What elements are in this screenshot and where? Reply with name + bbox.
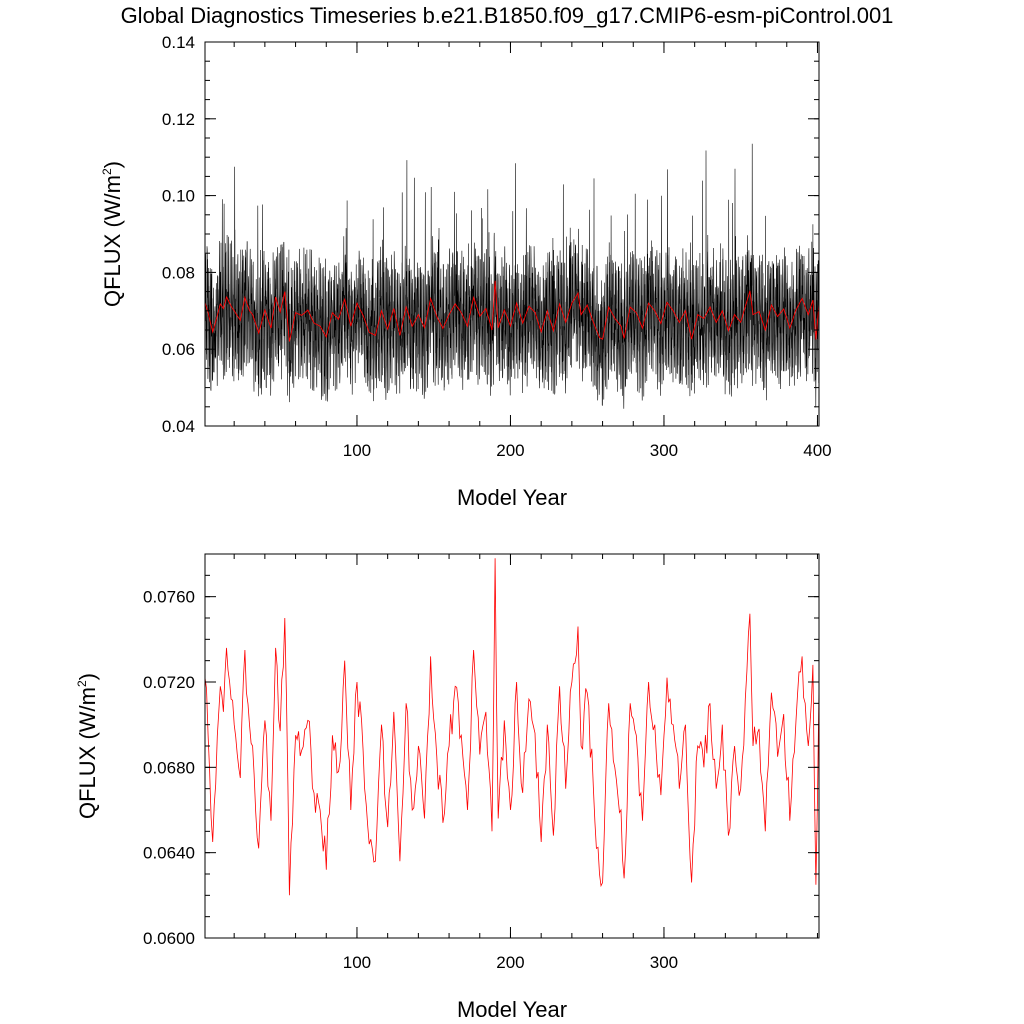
bottom-tick-labels: 100 200 300 0.0600 0.0640 0.0680 0.0720 0.0760 bbox=[143, 588, 678, 972]
bottom-y-tick-label: 0.0680 bbox=[143, 758, 195, 777]
bottom-x-tick-label: 100 bbox=[343, 953, 371, 972]
bottom-y-axis-label-close: ) bbox=[75, 673, 100, 680]
bottom-panel: 100 200 3000.06000.06400.06800.07200.0760 … bbox=[75, 553, 820, 1022]
bottom-plot-lines bbox=[204, 558, 820, 896]
bottom-axes bbox=[204, 553, 820, 939]
bottom-y-axis-label: QFLUX (W/m2) bbox=[75, 673, 100, 819]
top-tick-labels: 100 200 300 400 0.04 0.06 0.08 0.10 0.12 0.14 bbox=[162, 33, 832, 460]
top-y-tick-label: 0.08 bbox=[162, 263, 195, 282]
top-y-axis-label-sup: 2 bbox=[100, 168, 114, 175]
bottom-y-axis-label-sup: 2 bbox=[75, 680, 89, 687]
top-y-tick-label: 0.06 bbox=[162, 340, 195, 359]
bottom-annual-series-line bbox=[204, 558, 820, 896]
bottom-y-tick-label: 0.0640 bbox=[143, 844, 195, 863]
bottom-plot-frame bbox=[204, 553, 820, 939]
top-panel: 100 200 300 400 0.04 0.06 0.08 0.10 0.12 0.14 Mod… bbox=[100, 33, 832, 510]
bottom-y-tick-label: 0.0720 bbox=[143, 673, 195, 692]
top-plot-lines bbox=[204, 143, 820, 409]
top-y-tick-label: 0.14 bbox=[162, 33, 195, 52]
top-x-tick-label: 200 bbox=[496, 441, 524, 460]
top-y-axis-label-close: ) bbox=[100, 161, 125, 168]
top-x-tick-label: 300 bbox=[650, 441, 678, 460]
top-y-tick-label: 0.12 bbox=[162, 110, 195, 129]
top-y-tick-label: 0.04 bbox=[162, 417, 195, 436]
bottom-y-axis-label-main: QFLUX (W/m bbox=[75, 687, 100, 819]
figure-title: Global Diagnostics Timeseries b.e21.B185… bbox=[121, 3, 894, 28]
top-y-axis-label: QFLUX (W/m2) bbox=[100, 161, 125, 307]
top-y-tick-label: 0.10 bbox=[162, 187, 195, 206]
top-y-axis-label-main: QFLUX (W/m bbox=[100, 175, 125, 307]
bottom-x-tick-label: 200 bbox=[496, 953, 524, 972]
top-x-tick-label: 100 bbox=[343, 441, 371, 460]
top-annual-series-line bbox=[204, 280, 820, 342]
bottom-x-axis-label: Model Year bbox=[457, 997, 567, 1022]
bottom-y-tick-label: 0.0600 bbox=[143, 929, 195, 948]
top-x-axis-label: Model Year bbox=[457, 485, 567, 510]
top-x-tick-label: 400 bbox=[803, 441, 831, 460]
top-axes bbox=[204, 41, 820, 427]
top-monthly-series-line bbox=[204, 143, 820, 409]
bottom-y-tick-label: 0.0760 bbox=[143, 588, 195, 607]
bottom-x-tick-label: 300 bbox=[650, 953, 678, 972]
